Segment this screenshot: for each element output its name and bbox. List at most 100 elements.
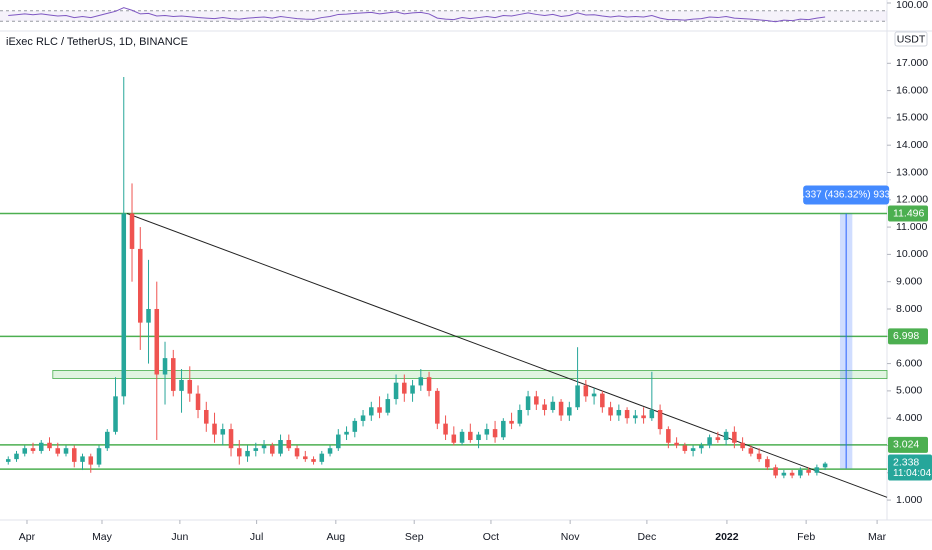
chart-title: iExec RLC / TetherUS, 1D, BINANCE bbox=[6, 36, 188, 48]
candle-body bbox=[773, 467, 778, 476]
candle-body bbox=[600, 393, 605, 408]
level-label: 6.998 bbox=[893, 330, 919, 342]
candle-body bbox=[327, 448, 333, 454]
x-tick-label: Mar bbox=[868, 531, 887, 543]
x-tick-label: Jul bbox=[250, 531, 263, 543]
candle-body bbox=[47, 442, 52, 449]
candle-body bbox=[30, 448, 36, 451]
last-price: 2.338 bbox=[893, 456, 919, 468]
candle-body bbox=[550, 401, 556, 410]
candle-body bbox=[476, 434, 481, 441]
candle-body bbox=[583, 385, 589, 397]
currency-box[interactable] bbox=[894, 31, 928, 47]
candle-body bbox=[154, 308, 160, 375]
rsi-pane: 100.00 bbox=[0, 0, 928, 23]
countdown: 11:04:04 bbox=[893, 468, 932, 479]
candle-body bbox=[352, 420, 358, 432]
currency[interactable]: USDT bbox=[897, 33, 926, 45]
x-tick-label: Jun bbox=[171, 531, 188, 543]
y-tick-label: 6.000 bbox=[896, 357, 922, 369]
candle-body bbox=[319, 453, 325, 462]
y-tick-label: 1.000 bbox=[896, 494, 922, 506]
candle-body bbox=[270, 445, 275, 454]
level-label-box bbox=[888, 436, 928, 453]
y-tick-label: 14.000 bbox=[896, 139, 928, 151]
candle-body bbox=[14, 453, 19, 460]
candle-body bbox=[195, 393, 201, 410]
y-tick-label: 5.000 bbox=[896, 385, 922, 397]
candle-body bbox=[649, 409, 655, 419]
level-label-box bbox=[888, 328, 928, 345]
y-tick-label: 15.000 bbox=[896, 112, 928, 124]
candle-body bbox=[360, 415, 366, 421]
candle-body bbox=[63, 448, 69, 454]
candle-body bbox=[129, 213, 135, 249]
x-tick-label: May bbox=[92, 531, 113, 543]
candle-body bbox=[344, 431, 349, 435]
candle-body bbox=[410, 385, 415, 394]
candle-body bbox=[484, 429, 490, 435]
candle-body bbox=[608, 407, 613, 416]
rsi-line bbox=[8, 7, 826, 23]
y-tick-label: 12.000 bbox=[896, 194, 928, 206]
candles bbox=[5, 76, 828, 479]
candle-body bbox=[286, 440, 292, 449]
candle-body bbox=[71, 448, 77, 462]
candle-body bbox=[187, 379, 193, 394]
level-label-box bbox=[888, 205, 928, 222]
x-tick-label: Aug bbox=[326, 531, 345, 543]
y-tick-label: 17.000 bbox=[896, 57, 928, 69]
candle-body bbox=[732, 431, 737, 443]
measure-label-box bbox=[803, 185, 890, 205]
candle-body bbox=[22, 448, 28, 454]
x-tick-label: Sep bbox=[405, 531, 424, 543]
candle-body bbox=[682, 445, 688, 451]
x-tick-label: Nov bbox=[561, 531, 580, 543]
candle-body bbox=[657, 409, 663, 430]
level-label: 3.024 bbox=[893, 439, 919, 451]
y-tick-label: 9.000 bbox=[896, 275, 922, 287]
candle-body bbox=[525, 396, 531, 410]
candle-body bbox=[443, 423, 448, 435]
candle-body bbox=[534, 396, 539, 405]
candle-body bbox=[171, 358, 176, 391]
candle-body bbox=[179, 379, 184, 391]
candle-body bbox=[814, 467, 820, 473]
candle-body bbox=[699, 445, 704, 449]
measure-label: 9.337 (436.32%) 9337 bbox=[797, 190, 896, 201]
candle-body bbox=[624, 409, 630, 419]
y-tick-label: 11.000 bbox=[896, 221, 927, 233]
candle-body bbox=[707, 437, 712, 446]
rsi-band-fill bbox=[0, 10, 887, 22]
x-tick-label: Oct bbox=[483, 531, 499, 543]
candle-body bbox=[294, 448, 300, 457]
candle-body bbox=[748, 448, 754, 454]
x-tick-label: 2022 bbox=[715, 531, 739, 543]
x-tick-label: Apr bbox=[19, 531, 36, 543]
candle-body bbox=[666, 429, 671, 443]
candle-body bbox=[616, 409, 622, 416]
candle-body bbox=[435, 390, 440, 424]
candle-body bbox=[212, 423, 217, 435]
candle-body bbox=[261, 445, 267, 449]
candle-body bbox=[55, 448, 61, 454]
candle-body bbox=[781, 472, 787, 476]
candle-body bbox=[517, 409, 523, 424]
candle-body bbox=[162, 358, 168, 375]
x-tick-label: Feb bbox=[797, 531, 815, 543]
candle-body bbox=[336, 434, 341, 449]
overlays: 9.337 (436.32%) 9337 bbox=[0, 185, 896, 498]
y-tick-label: 10.000 bbox=[896, 248, 928, 260]
candle-body bbox=[237, 448, 242, 457]
candle-body bbox=[104, 431, 110, 449]
level-label: 11.496 bbox=[893, 207, 924, 219]
candle-body bbox=[369, 407, 374, 416]
candle-body bbox=[426, 377, 432, 391]
candle-body bbox=[418, 377, 424, 386]
rsi-tick-label: 100.00 bbox=[896, 0, 928, 11]
candle-body bbox=[5, 459, 11, 462]
y-tick-label: 4.000 bbox=[896, 412, 922, 424]
